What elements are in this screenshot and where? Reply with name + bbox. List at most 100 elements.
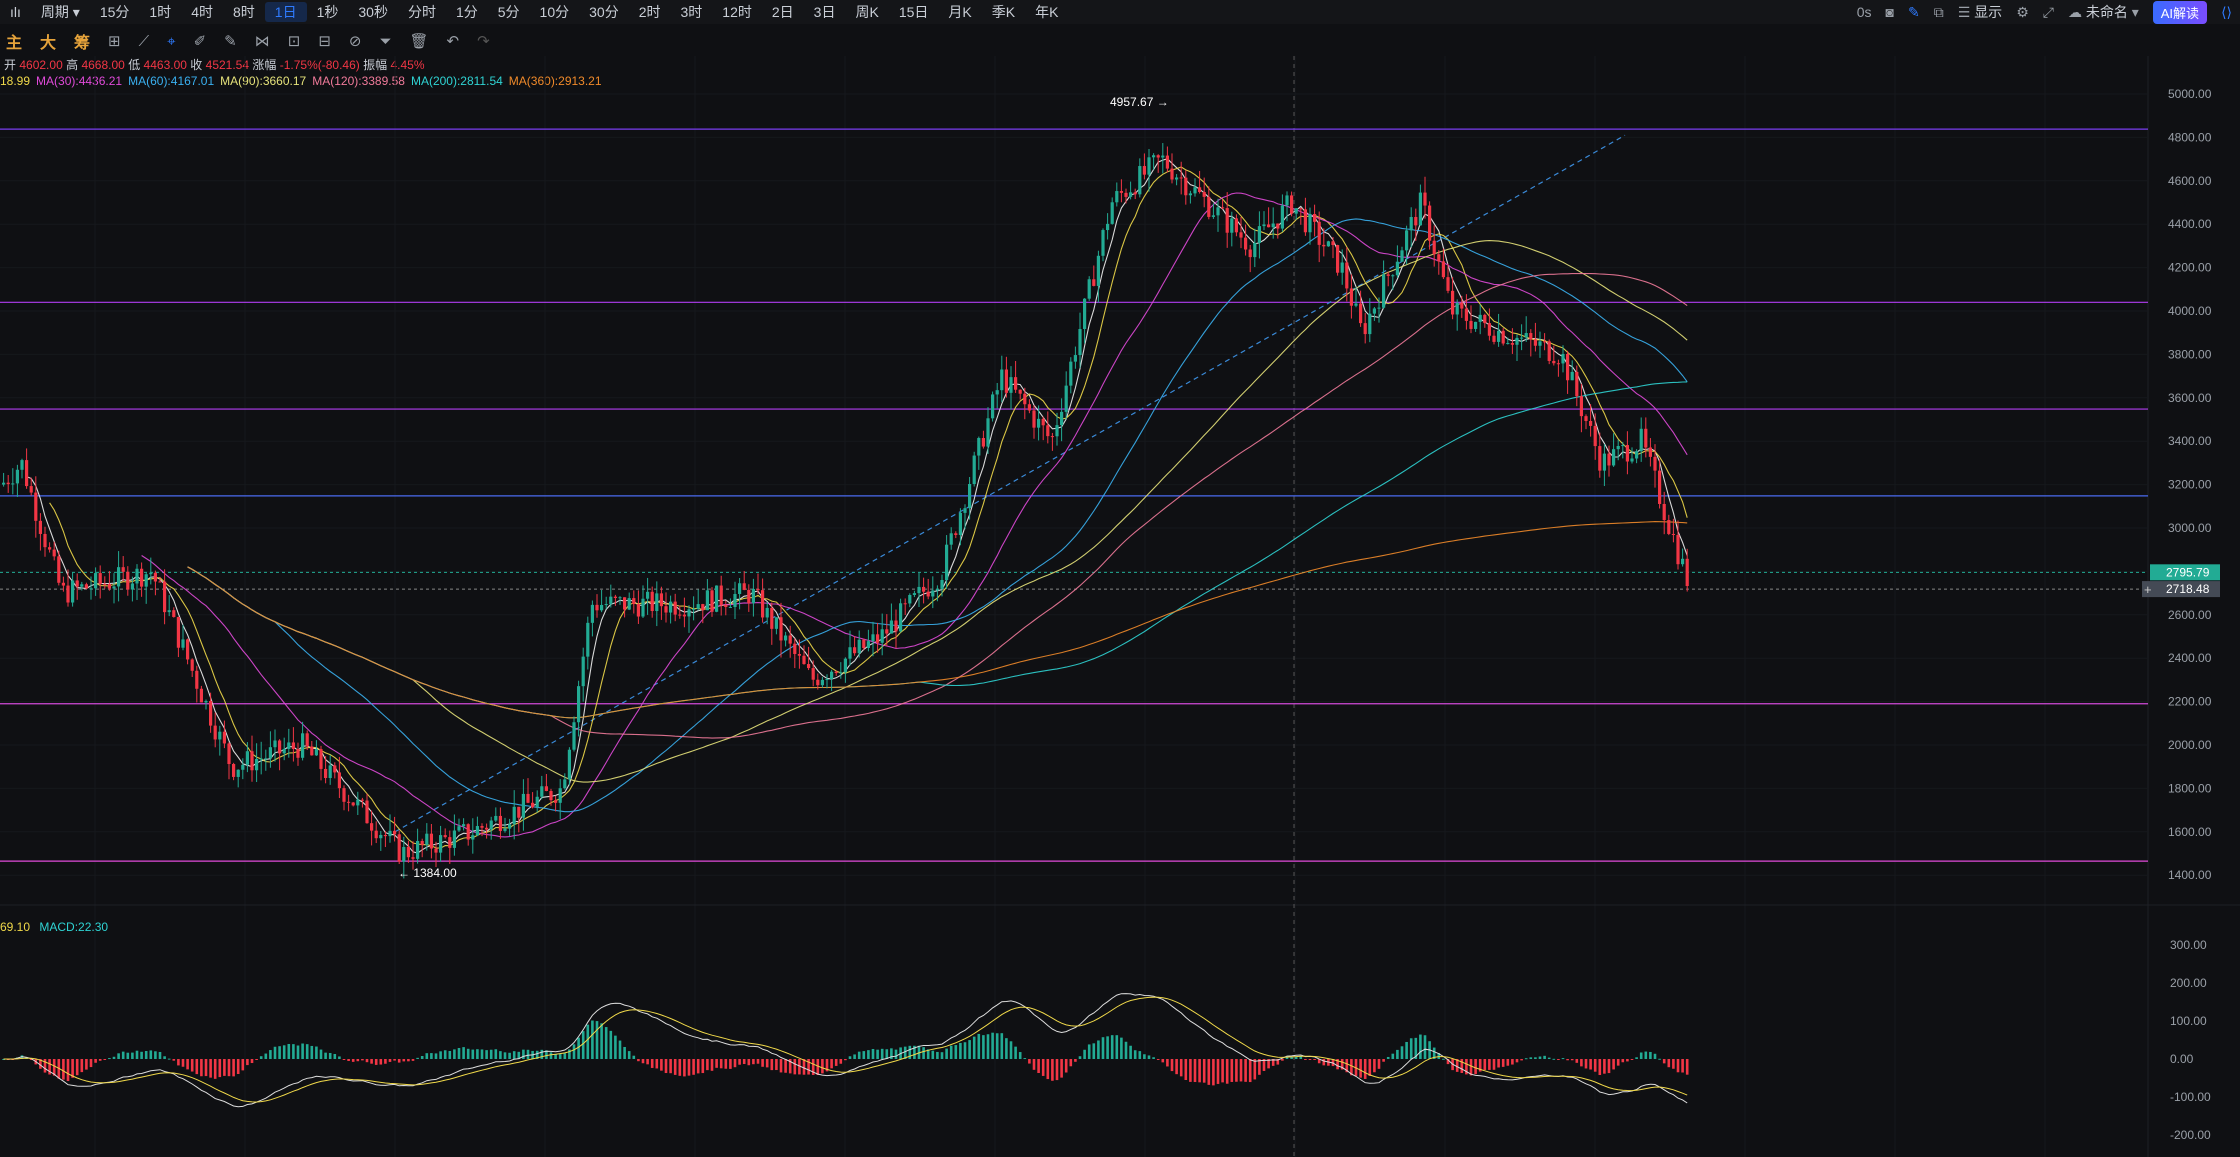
undo-icon[interactable]: ↶	[446, 33, 460, 50]
period-dropdown[interactable]: 周期 ▾	[40, 4, 80, 20]
macd-bar	[908, 1045, 912, 1059]
macd-bar	[1658, 1058, 1661, 1060]
interval-18[interactable]: 15日	[898, 4, 929, 20]
candle-body	[1556, 363, 1560, 365]
fullscreen-icon[interactable]: ⤢	[2042, 3, 2054, 20]
candle-body	[278, 740, 282, 754]
chart-type-icon[interactable]: ılı	[10, 4, 21, 20]
interval-3[interactable]: 8时	[232, 4, 255, 20]
draw-icon[interactable]: ✎	[224, 33, 237, 50]
price-tick: 3200.00	[2168, 478, 2212, 492]
cursor-icon[interactable]: ⌖	[167, 32, 176, 50]
candle-body	[1096, 255, 1100, 286]
macd-bar	[1032, 1059, 1036, 1070]
pen-icon[interactable]: ✐	[193, 33, 207, 50]
filter-icon[interactable]: ⏷	[379, 32, 392, 50]
macd-bar	[1110, 1035, 1114, 1059]
candle-body	[1460, 302, 1464, 309]
interval-19[interactable]: 月K	[948, 4, 972, 20]
interval-11[interactable]: 30分	[589, 4, 619, 20]
interval-5[interactable]: 1秒	[316, 4, 339, 20]
macd-bar	[1570, 1059, 1574, 1061]
interval-17[interactable]: 周K	[855, 4, 879, 20]
macd-bar	[223, 1059, 226, 1076]
candle-body	[1464, 308, 1468, 321]
interval-2[interactable]: 4时	[191, 4, 213, 20]
candle-body	[1225, 208, 1229, 233]
interval-12[interactable]: 2时	[638, 4, 661, 20]
candle-body	[1584, 416, 1588, 421]
top-right-tools: 0s ◙ ✎ ⧉ ☰ 显示 ⚙ ⤢ ☁ 未命名 ▾ AI解读 ⟨⟩	[1857, 0, 2232, 24]
display-button[interactable]: ☰ 显示	[1957, 4, 2003, 20]
interval-13[interactable]: 3时	[680, 4, 703, 20]
camera-icon[interactable]: ◙	[1885, 4, 1894, 20]
ai-interpret-button[interactable]: AI解读	[2152, 0, 2208, 24]
macd-bar	[1262, 1059, 1266, 1071]
macd-bar	[361, 1059, 364, 1061]
candle-body	[977, 438, 981, 456]
macd-bar	[512, 1051, 516, 1059]
lock-icon[interactable]: ⊡	[287, 33, 301, 50]
pencil-icon[interactable]: ✎	[1908, 3, 1920, 20]
macd-bar	[186, 1059, 189, 1070]
candle-body	[981, 438, 985, 447]
macd-bar	[1046, 1059, 1050, 1080]
interval-6[interactable]: 30秒	[358, 4, 388, 20]
price-tick: 4200.00	[2168, 261, 2212, 275]
magnet-icon[interactable]: ⊟	[318, 33, 331, 50]
interval-8[interactable]: 1分	[455, 4, 478, 20]
share-icon[interactable]: ⟨⟩	[2221, 3, 2232, 20]
settings-icon[interactable]: ⚙	[2016, 3, 2029, 20]
interval-4[interactable]: 1日	[264, 2, 307, 22]
interval-10[interactable]: 10分	[539, 4, 570, 20]
layout-dropdown[interactable]: ☁ 未命名 ▾	[2067, 4, 2139, 20]
interval-15[interactable]: 2日	[771, 4, 794, 20]
interval-16[interactable]: 3日	[813, 4, 836, 20]
candle-body	[613, 596, 617, 599]
candle-body	[1368, 313, 1372, 335]
candle-body	[931, 590, 935, 597]
main-chart-toggle[interactable]: 主	[6, 35, 23, 52]
macd-bar	[949, 1045, 953, 1059]
candle-body	[370, 823, 374, 831]
macd-bar	[1354, 1059, 1358, 1076]
current-price-tag	[2150, 564, 2220, 581]
interval-9[interactable]: 5分	[497, 4, 520, 20]
link-icon[interactable]: ⊘	[348, 33, 362, 50]
macd-bar	[1359, 1059, 1362, 1078]
pattern-icon[interactable]: ⋈	[254, 33, 270, 50]
price-axis: 5000.00 4800.00 4600.00 4400.00 4200.00 4000.…	[2142, 87, 2220, 882]
brush-icon[interactable]: ⟋	[138, 32, 150, 50]
interval-1[interactable]: 1时	[149, 4, 172, 20]
macd-bar	[1653, 1053, 1657, 1059]
candle-body	[227, 743, 231, 765]
interval-21[interactable]: 年K	[1035, 4, 1059, 20]
candle-body	[1409, 217, 1413, 231]
macd-bar	[1488, 1059, 1491, 1070]
copy-icon[interactable]: ⧉	[1933, 3, 1944, 20]
redo-icon[interactable]: ↷	[477, 33, 490, 50]
candle-body	[204, 700, 208, 703]
interval-0[interactable]: 15分	[99, 4, 130, 20]
macd-bar	[292, 1044, 295, 1059]
indicator-icon[interactable]: ⊞	[108, 33, 121, 50]
macd-bar	[1345, 1059, 1349, 1073]
macd-bar	[959, 1042, 962, 1059]
candle-body	[917, 586, 921, 594]
candle-body	[268, 747, 272, 759]
trash-icon[interactable]: 🗑	[409, 33, 429, 50]
macd-bar	[1230, 1059, 1234, 1082]
interval-7[interactable]: 分时	[407, 4, 436, 20]
candle-body	[1653, 456, 1657, 471]
interval-20[interactable]: 季K	[991, 4, 1016, 20]
big-order-toggle[interactable]: 大	[40, 35, 57, 52]
macd-bar	[1221, 1059, 1224, 1083]
macd-bar	[1060, 1059, 1063, 1078]
candle-body	[1658, 470, 1662, 504]
candle-body	[1635, 451, 1639, 459]
interval-14[interactable]: 12时	[722, 4, 752, 20]
chip-toggle[interactable]: 筹	[74, 35, 91, 52]
macd-bar	[379, 1059, 383, 1065]
macd-bar	[131, 1052, 134, 1059]
